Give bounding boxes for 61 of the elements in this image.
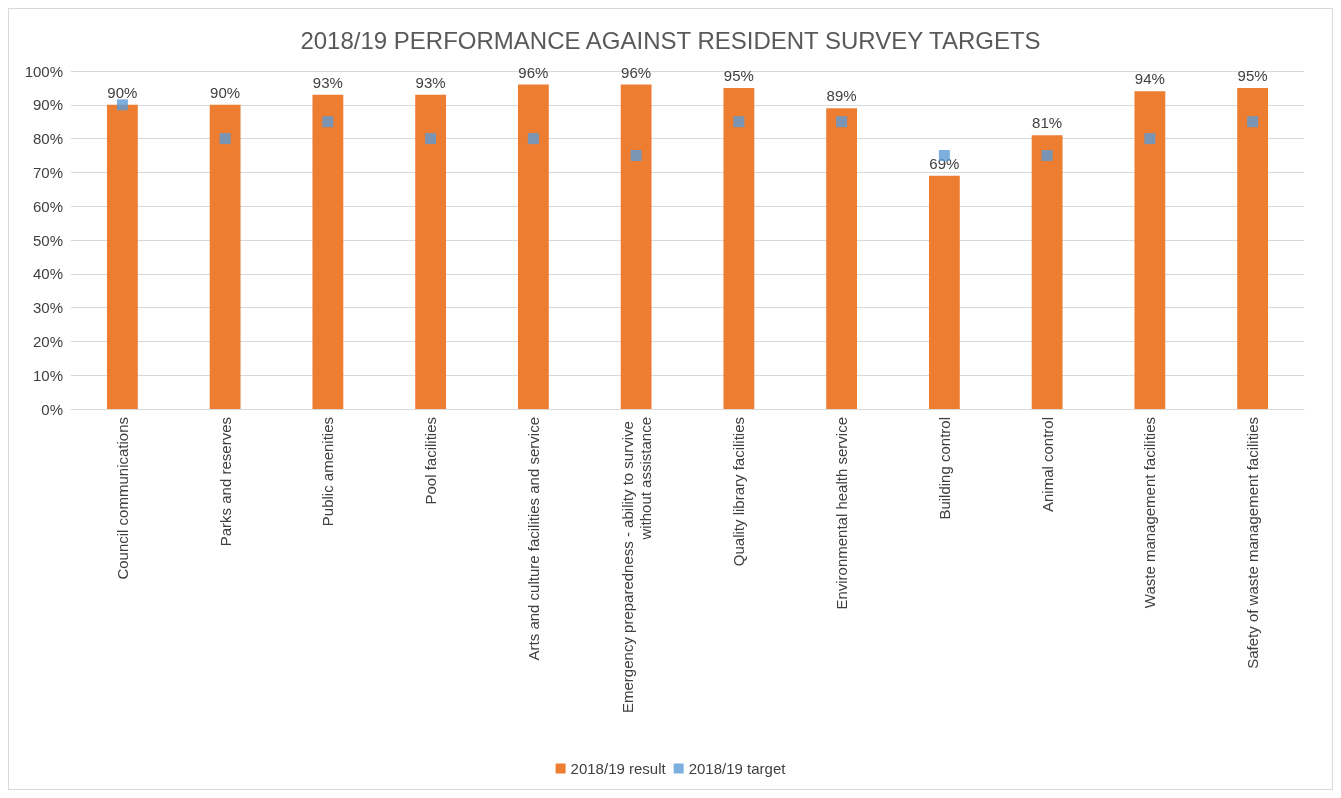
- point: [1247, 116, 1259, 128]
- data-label: 95%: [723, 66, 754, 84]
- bar: [312, 94, 344, 409]
- y-tick-label: 70%: [32, 163, 63, 181]
- y-tick-label: 50%: [32, 231, 63, 249]
- x-tick-label: Pool facilities: [422, 417, 440, 505]
- point: [116, 99, 128, 111]
- data-label: 69%: [929, 154, 960, 172]
- point: [1041, 150, 1053, 161]
- y-tick-label: 80%: [32, 130, 63, 148]
- data-label: 96%: [621, 63, 652, 81]
- x-tick-label: Parks and reserves: [216, 417, 234, 547]
- data-label: 94%: [1134, 70, 1165, 88]
- x-tick-label: Building control: [935, 417, 953, 520]
- y-tick-label: 90%: [32, 96, 63, 114]
- point: [322, 116, 334, 128]
- bar: [106, 104, 138, 409]
- data-label: 90%: [210, 83, 241, 101]
- x-tick-label: Safety of waste management facilities: [1244, 417, 1262, 669]
- data-label: 81%: [1032, 114, 1063, 132]
- point: [733, 116, 745, 128]
- y-tick-label: 40%: [32, 265, 63, 283]
- bar: [1237, 87, 1269, 409]
- point: [630, 150, 642, 161]
- bar: [723, 87, 755, 409]
- bar: [928, 175, 960, 409]
- y-tick-label: 10%: [32, 366, 63, 384]
- point: [527, 133, 539, 145]
- data-label: 89%: [826, 87, 857, 105]
- point: [219, 133, 231, 145]
- point: [425, 133, 437, 145]
- point: [1144, 133, 1156, 145]
- x-tick-label: Public amenities: [319, 417, 337, 527]
- legend-label: 2018/19 result: [570, 760, 667, 777]
- data-label: 93%: [415, 73, 446, 91]
- y-tick-label: 30%: [32, 299, 63, 317]
- y-tick-label: 60%: [32, 197, 63, 215]
- data-label: 93%: [312, 73, 343, 91]
- bar: [415, 94, 447, 409]
- x-tick-label: Emergency preparedness - ability to survive without assistance: [618, 417, 654, 713]
- data-label: 95%: [1237, 66, 1268, 84]
- bar: [826, 108, 858, 409]
- y-tick-label: 100%: [24, 62, 63, 80]
- bar: [620, 84, 652, 409]
- chart-title: 2018/19 PERFORMANCE AGAINST RESIDENT SURVEY TARGETS: [300, 26, 1041, 54]
- legend-label: 2018/19 target: [688, 760, 787, 777]
- x-tick-label: Animal control: [1038, 417, 1056, 513]
- bar: [1134, 91, 1166, 409]
- y-tick-label: 20%: [32, 332, 63, 350]
- data-label: 90%: [107, 83, 138, 101]
- x-tick-label: Quality library facilities: [730, 417, 748, 567]
- x-tick-label: Waste management facilities: [1141, 417, 1159, 609]
- point: [836, 116, 848, 128]
- bar: [1031, 135, 1063, 409]
- bar: [209, 104, 241, 409]
- y-tick-label: 0%: [41, 400, 63, 418]
- bar: [517, 84, 549, 409]
- x-tick-label: Environmental health service: [833, 417, 851, 610]
- x-tick-label: Arts and culture facilities and service: [524, 417, 542, 661]
- data-label: 96%: [518, 63, 549, 81]
- x-tick-label: Council communications: [113, 417, 131, 580]
